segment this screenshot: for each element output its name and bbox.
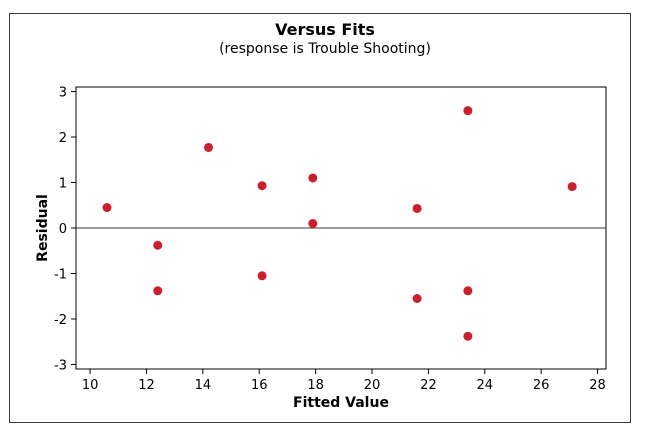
data-point xyxy=(412,294,422,303)
data-points xyxy=(102,106,577,341)
x-tick-label: 24 xyxy=(477,378,494,393)
data-point xyxy=(153,286,163,296)
data-point xyxy=(463,286,473,296)
data-point xyxy=(567,182,577,192)
y-tick-label: -1 xyxy=(54,267,67,282)
x-tick-label: 10 xyxy=(82,378,99,393)
y-tick-label: 3 xyxy=(59,86,67,101)
y-axis-ticks: -3 -2 -1 0 1 2 3 xyxy=(54,86,76,373)
x-tick-label: 28 xyxy=(589,378,606,393)
x-tick-label: 12 xyxy=(138,378,155,393)
y-tick-label: 1 xyxy=(59,177,67,192)
x-axis-title: Fitted Value xyxy=(293,395,389,411)
y-tick-label: -2 xyxy=(54,313,67,328)
y-tick-label: 2 xyxy=(59,131,67,146)
y-tick-label: -3 xyxy=(54,358,67,373)
data-point xyxy=(153,240,163,250)
x-tick-label: 20 xyxy=(364,378,381,393)
data-point xyxy=(308,218,318,228)
data-point xyxy=(463,106,473,116)
chart-subtitle: (response is Trouble Shooting) xyxy=(219,41,431,57)
data-point xyxy=(463,331,473,341)
data-point xyxy=(257,271,267,281)
chart-frame xyxy=(9,13,631,423)
data-point xyxy=(257,181,267,191)
data-point xyxy=(204,142,213,152)
x-axis-ticks: 10 12 14 16 18 20 22 24 26 28 xyxy=(82,369,606,393)
x-tick-label: 26 xyxy=(533,378,550,393)
data-point xyxy=(308,173,318,183)
x-tick-label: 14 xyxy=(195,378,212,393)
x-tick-label: 22 xyxy=(420,378,437,393)
x-tick-label: 18 xyxy=(307,378,324,393)
y-axis-title: Residual xyxy=(35,194,51,262)
y-tick-label: 0 xyxy=(59,222,67,237)
data-point xyxy=(102,203,112,213)
data-point xyxy=(412,203,422,213)
x-tick-label: 16 xyxy=(251,378,268,393)
chart-title: Versus Fits xyxy=(275,20,375,39)
